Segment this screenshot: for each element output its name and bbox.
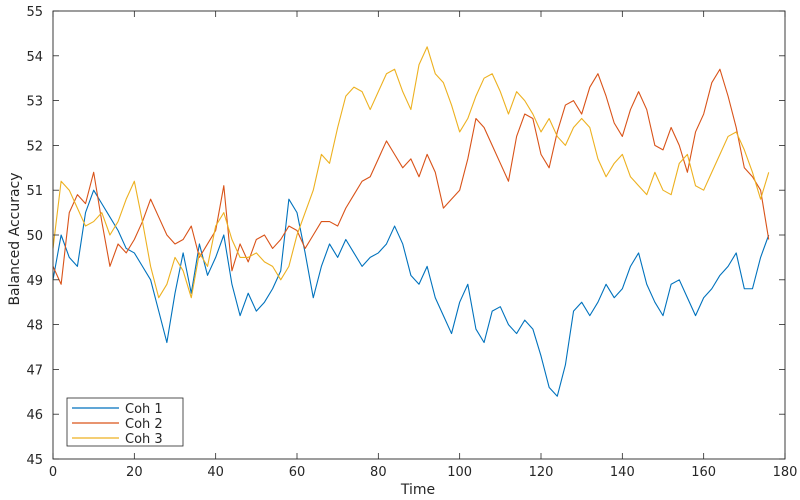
x-axis-label: Time: [400, 482, 435, 498]
legend-label: Coh 2: [125, 417, 163, 432]
x-tick-label: 60: [289, 465, 306, 480]
y-tick-label: 45: [26, 453, 43, 468]
x-tick-label: 160: [691, 465, 716, 480]
y-tick-label: 47: [26, 363, 43, 378]
y-tick-label: 55: [26, 5, 43, 20]
y-tick-label: 46: [26, 408, 43, 423]
series-line-coh-1: [52, 189, 770, 397]
y-tick-label: 54: [26, 50, 43, 65]
y-tick-label: 51: [26, 184, 43, 199]
y-tick-label: 49: [26, 274, 43, 289]
y-tick-label: 48: [26, 319, 43, 334]
plot-area: [53, 11, 785, 459]
y-tick-label: 52: [26, 139, 43, 154]
x-tick-label: 40: [207, 465, 224, 480]
y-tick-label: 50: [26, 229, 43, 244]
x-tick-label: 120: [529, 465, 554, 480]
x-tick-label: 140: [610, 465, 635, 480]
y-tick-label: 53: [26, 95, 43, 110]
y-axis-label: Balanced Accuracy: [7, 172, 23, 305]
x-tick-label: 180: [773, 465, 798, 480]
series-line-coh-3: [52, 46, 770, 299]
x-tick-label: 100: [447, 465, 472, 480]
x-tick-label: 0: [49, 465, 57, 480]
x-tick-label: 20: [126, 465, 143, 480]
legend-label: Coh 1: [125, 402, 163, 417]
x-tick-label: 80: [370, 465, 387, 480]
legend-label: Coh 3: [125, 432, 163, 447]
series-line-coh-2: [52, 68, 770, 285]
